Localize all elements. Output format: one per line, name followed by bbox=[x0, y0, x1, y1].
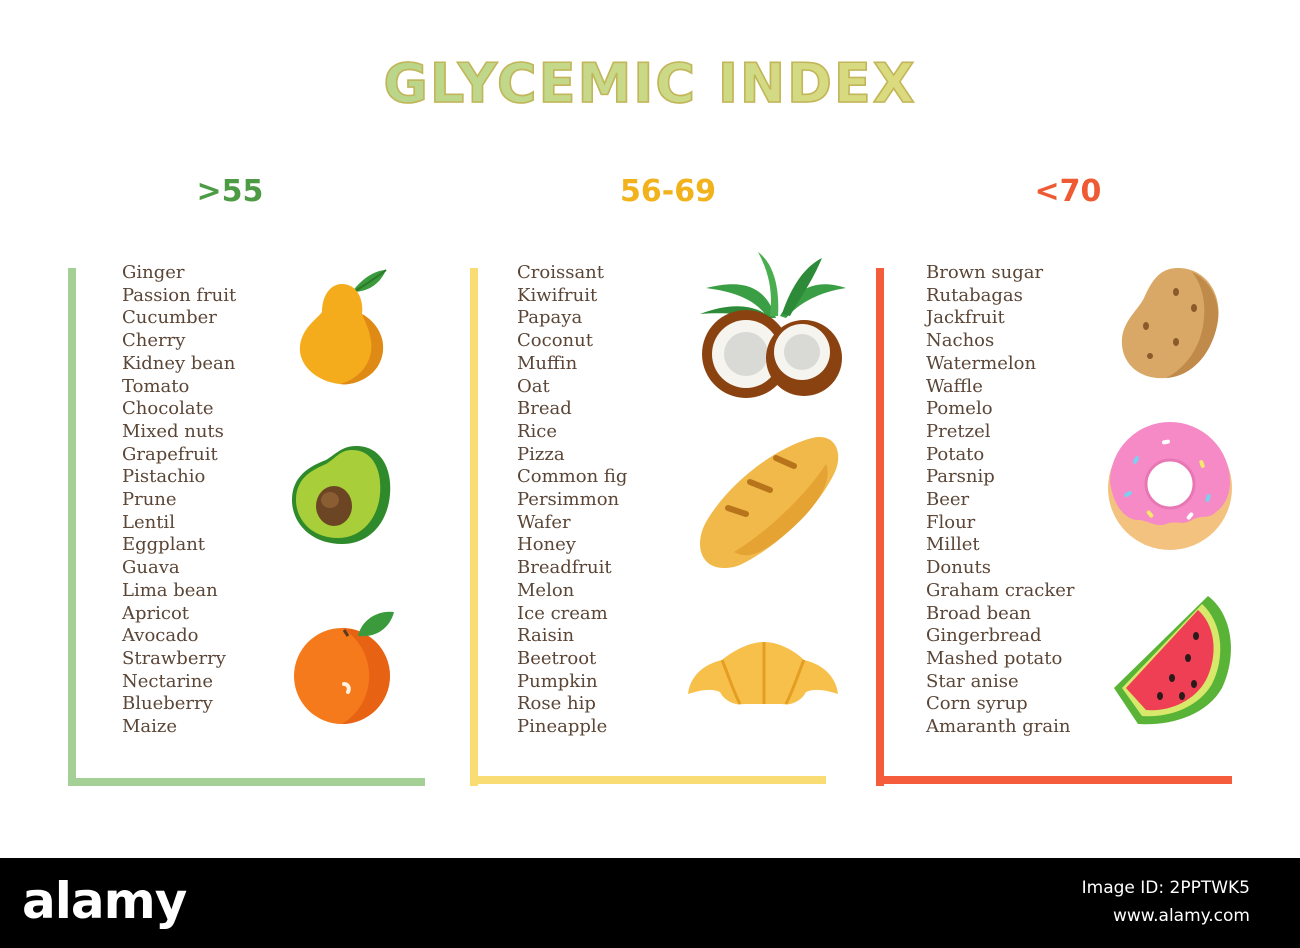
list-item: Ice cream bbox=[517, 602, 608, 624]
food-list-low: Ginger Passion fruit Cucumber Cherry Kid… bbox=[122, 262, 236, 739]
list-item: Bread bbox=[517, 398, 572, 420]
list-item: Kidney bean bbox=[122, 352, 236, 374]
list-item: Rose hip bbox=[517, 693, 596, 715]
range-label-low: >55 bbox=[196, 174, 264, 209]
list-item: Muffin bbox=[517, 352, 578, 374]
list-item: Pistachio bbox=[122, 466, 206, 488]
list-item: Prune bbox=[122, 489, 177, 511]
list-item: Passion fruit bbox=[122, 284, 237, 306]
list-item: Strawberry bbox=[122, 647, 226, 669]
list-item: Eggplant bbox=[122, 534, 206, 556]
list-item: Ginger bbox=[122, 262, 185, 283]
list-item: Gingerbread bbox=[926, 625, 1042, 647]
donut-icon bbox=[1108, 422, 1232, 550]
list-item: Guava bbox=[122, 557, 180, 579]
list-item: Flour bbox=[926, 511, 976, 533]
list-item: Mashed potato bbox=[926, 647, 1063, 669]
croissant-icon bbox=[688, 642, 838, 705]
pear-icon bbox=[299, 269, 387, 385]
column-base-medium bbox=[470, 776, 826, 784]
list-item: Pineapple bbox=[517, 716, 608, 738]
list-item: Tomato bbox=[122, 375, 190, 397]
food-list-high: Brown sugar Rutabagas Jackfruit Nachos W… bbox=[926, 262, 1075, 739]
list-item: Waffle bbox=[926, 375, 983, 397]
list-item: Pumpkin bbox=[517, 670, 598, 692]
column-base-low bbox=[68, 778, 425, 786]
list-item: Croissant bbox=[517, 262, 605, 283]
range-label-medium: 56-69 bbox=[620, 174, 716, 209]
list-item: Nectarine bbox=[122, 670, 214, 692]
column-base-high bbox=[876, 776, 1232, 784]
watermelon-icon bbox=[1114, 596, 1231, 725]
list-item: Maize bbox=[122, 716, 178, 738]
infographic: GLYCEMIC INDEX >55 Ginger Passion fruit … bbox=[0, 51, 1300, 786]
list-item: Grapefruit bbox=[122, 443, 218, 465]
potato-icon bbox=[1121, 268, 1219, 379]
list-item: Oat bbox=[517, 375, 550, 397]
list-item: Persimmon bbox=[517, 489, 620, 511]
list-item: Star anise bbox=[926, 670, 1019, 692]
image-id: Image ID: 2PPTWK5 bbox=[1081, 878, 1250, 898]
list-item: Lentil bbox=[122, 511, 175, 533]
list-item: Papaya bbox=[517, 307, 583, 329]
list-item: Blueberry bbox=[122, 693, 213, 715]
list-item: Wafer bbox=[517, 511, 571, 533]
list-item: Potato bbox=[926, 443, 985, 465]
list-item: Rutabagas bbox=[926, 284, 1023, 306]
list-item: Melon bbox=[517, 579, 575, 601]
footer-bar: alamy Image ID: 2PPTWK5 www.alamy.com bbox=[0, 858, 1300, 948]
list-item: Breadfruit bbox=[517, 557, 612, 579]
list-item: Graham cracker bbox=[926, 579, 1075, 601]
list-item: Watermelon bbox=[926, 352, 1037, 374]
list-item: Corn syrup bbox=[926, 693, 1028, 715]
list-item: Jackfruit bbox=[926, 307, 1005, 329]
list-item: Cherry bbox=[122, 330, 186, 352]
avocado-icon bbox=[292, 446, 391, 544]
column-bar-high bbox=[876, 268, 884, 786]
list-item: Beetroot bbox=[517, 647, 597, 669]
brand-logo: alamy bbox=[22, 872, 187, 930]
page-title: GLYCEMIC INDEX bbox=[0, 51, 1300, 116]
list-item: Donuts bbox=[926, 557, 991, 579]
list-item: Millet bbox=[926, 534, 980, 556]
food-list-medium: Croissant Kiwifruit Papaya Coconut Muffi… bbox=[517, 262, 627, 739]
list-item: Rice bbox=[517, 420, 558, 442]
list-item: Beer bbox=[926, 489, 970, 511]
column-bar-medium bbox=[470, 268, 478, 786]
list-item: Pomelo bbox=[926, 398, 993, 420]
list-item: Mixed nuts bbox=[122, 420, 224, 442]
site-url: www.alamy.com bbox=[1112, 906, 1250, 926]
range-label-high: <70 bbox=[1034, 174, 1102, 209]
list-item: Broad bean bbox=[926, 602, 1032, 624]
bread-icon bbox=[700, 436, 839, 568]
column-bar-low bbox=[68, 268, 76, 786]
list-item: Cucumber bbox=[122, 307, 217, 329]
list-item: Coconut bbox=[517, 330, 593, 352]
list-item: Parsnip bbox=[926, 466, 995, 488]
list-item: Chocolate bbox=[122, 398, 214, 420]
list-item: Pretzel bbox=[926, 420, 991, 442]
list-item: Kiwifruit bbox=[517, 284, 598, 306]
list-item: Nachos bbox=[926, 330, 995, 352]
list-item: Brown sugar bbox=[926, 262, 1044, 283]
list-item: Pizza bbox=[517, 443, 565, 465]
list-item: Amaranth grain bbox=[926, 716, 1071, 738]
list-item: Raisin bbox=[517, 625, 575, 647]
orange-icon bbox=[294, 611, 394, 724]
list-item: Common fig bbox=[517, 466, 628, 488]
list-item: Avocado bbox=[122, 625, 199, 647]
coconut-icon bbox=[700, 252, 846, 398]
list-item: Apricot bbox=[122, 602, 190, 624]
list-item: Lima bean bbox=[122, 579, 218, 601]
list-item: Honey bbox=[517, 534, 576, 556]
